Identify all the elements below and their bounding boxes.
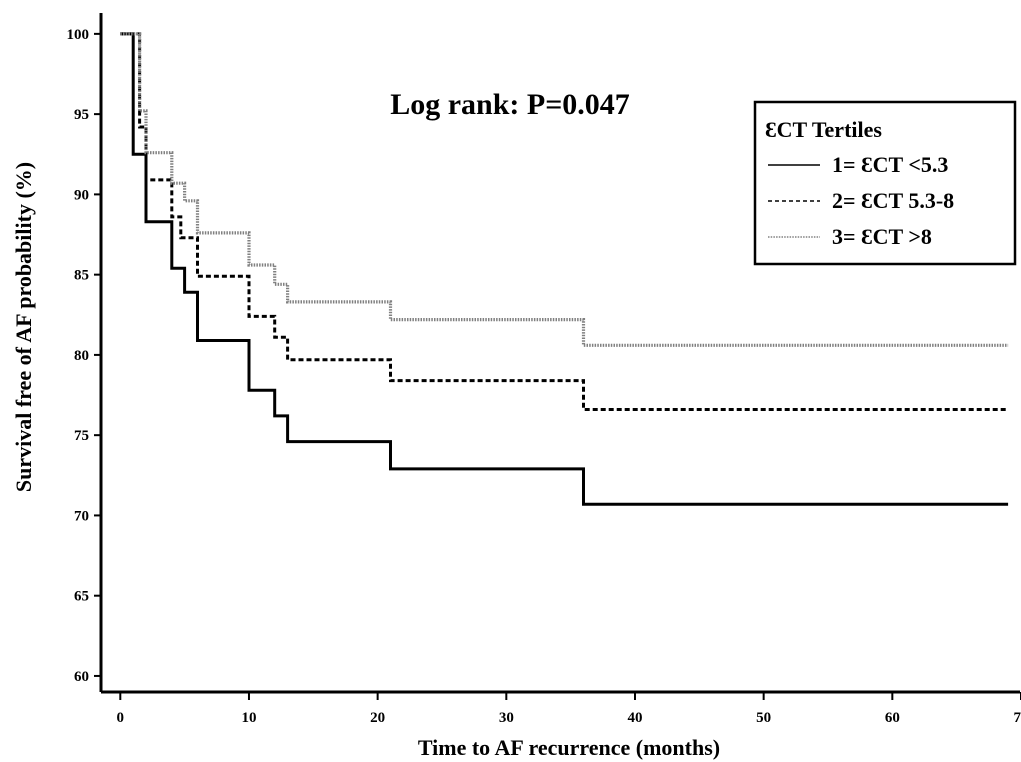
x-tick-label: 50 [756, 710, 771, 726]
x-tick-label: 40 [627, 710, 642, 726]
y-tick-label: 95 [74, 107, 89, 123]
legend-label-1: 1= ƐCT <5.3 [832, 152, 948, 177]
y-tick-label: 80 [74, 348, 89, 364]
y-tick-label: 75 [74, 428, 89, 444]
series-layer [120, 32, 1009, 506]
x-tick-label: 20 [370, 710, 385, 726]
annotation-logrank: Log rank: P=0.047 [390, 88, 630, 121]
x-tick-label: 30 [499, 710, 514, 726]
legend-label-2: 2= ƐCT 5.3-8 [832, 188, 954, 213]
y-tick-label: 60 [74, 669, 89, 685]
y-axis-title: Survival free of AF probability (%) [11, 162, 36, 492]
y-tick-label: 90 [74, 187, 89, 203]
axes: 60 65 70 75 80 85 90 95 100 0 10 20 30 40 50 60 70 [67, 13, 1021, 726]
legend-title: ƐCT Tertiles [765, 117, 882, 142]
legend-label-3: 3= ƐCT >8 [832, 224, 932, 249]
legend: ƐCT Tertiles 1= ƐCT <5.3 2= ƐCT 5.3-8 3=… [753, 100, 1017, 266]
y-tick-label: 85 [74, 268, 89, 284]
x-tick-label: 10 [241, 710, 256, 726]
x-tick-label: 0 [117, 710, 125, 726]
x-axis-title: Time to AF recurrence (months) [418, 735, 720, 760]
y-tick-label: 65 [74, 589, 89, 605]
y-tick-label: 100 [67, 27, 90, 43]
x-tick-label: 60 [885, 710, 900, 726]
series-line-1 [120, 32, 1009, 506]
x-tick-label: 70 [1014, 710, 1021, 726]
y-tick-label: 70 [74, 508, 89, 524]
